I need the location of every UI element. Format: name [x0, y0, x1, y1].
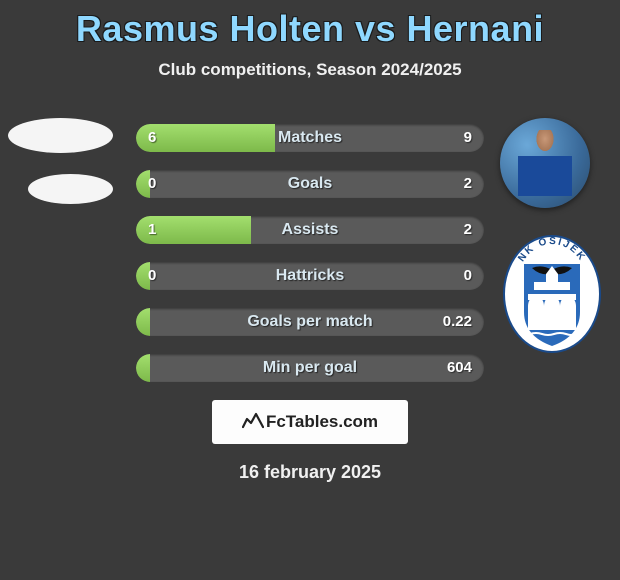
- date-text: 16 february 2025: [0, 462, 620, 483]
- attribution-text: FcTables.com: [266, 412, 378, 432]
- stat-row: 1Assists2: [136, 216, 484, 244]
- stat-label: Matches: [136, 124, 484, 152]
- subtitle: Club competitions, Season 2024/2025: [0, 60, 620, 80]
- stat-label: Hattricks: [136, 262, 484, 290]
- stat-label: Goals per match: [136, 308, 484, 336]
- attribution-logo-icon: [242, 411, 264, 434]
- stat-value-right: 0: [464, 262, 472, 290]
- attribution-badge: FcTables.com: [212, 400, 408, 444]
- page-title: Rasmus Holten vs Hernani: [0, 0, 620, 50]
- stat-label: Min per goal: [136, 354, 484, 382]
- stat-value-right: 0.22: [443, 308, 472, 336]
- stat-value-right: 2: [464, 170, 472, 198]
- stat-row: Goals per match0.22: [136, 308, 484, 336]
- stat-row: Min per goal604: [136, 354, 484, 382]
- stat-label: Assists: [136, 216, 484, 244]
- stat-row: 6Matches9: [136, 124, 484, 152]
- stat-label: Goals: [136, 170, 484, 198]
- player-left-avatar-placeholder-1: [8, 118, 113, 153]
- stat-row: 0Hattricks0: [136, 262, 484, 290]
- stat-value-right: 2: [464, 216, 472, 244]
- player-left-avatar-placeholder-2: [28, 174, 113, 204]
- stat-row: 0Goals2: [136, 170, 484, 198]
- stat-value-right: 604: [447, 354, 472, 382]
- stat-value-right: 9: [464, 124, 472, 152]
- club-badge-right: NK OSIJEK: [502, 234, 602, 354]
- player-right-avatar: [500, 118, 590, 208]
